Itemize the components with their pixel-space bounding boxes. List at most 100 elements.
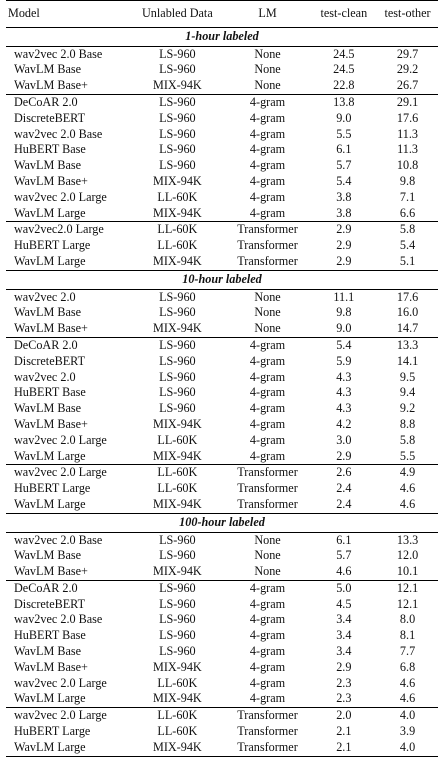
cell-model: WavLM Base bbox=[14, 548, 82, 563]
cell-clean: 2.1 bbox=[336, 739, 352, 754]
cell-data: LS-960 bbox=[159, 548, 196, 563]
cell-model: wav2vec 2.0 Base bbox=[14, 46, 103, 61]
cell-data: LL-60K bbox=[130, 464, 225, 482]
table-row: WavLM Large MIX-94K Transformer 2.4 4.6 bbox=[6, 497, 438, 513]
table-row: WavLM Large MIX-94K 4-gram 2.3 4.6 bbox=[6, 691, 438, 707]
cell-clean: 22.8 bbox=[333, 78, 355, 93]
cell-model: HuBERT Base bbox=[14, 385, 86, 400]
cell-clean: 6.1 bbox=[336, 142, 352, 157]
cell-data: LS-960 bbox=[130, 579, 225, 597]
cell-clean: 2.9 bbox=[336, 238, 352, 253]
table-row: wav2vec 2.0 Large LL-60K 4-gram 3.8 7.1 bbox=[6, 190, 438, 206]
cell-clean: 5.5 bbox=[336, 126, 352, 141]
cell-other: 6.8 bbox=[399, 659, 416, 674]
table-row: WavLM Base LS-960 4-gram 3.4 7.7 bbox=[6, 644, 438, 660]
cell-lm: 4-gram bbox=[249, 644, 286, 659]
cell-other: 7.7 bbox=[399, 644, 416, 659]
cell-lm: 4-gram bbox=[249, 126, 286, 141]
cell-lm: Transformer bbox=[224, 464, 311, 482]
cell-model: wav2vec 2.0 Large bbox=[14, 432, 107, 447]
cell-data: MIX-94K bbox=[152, 659, 202, 674]
cell-data: LL-60K bbox=[157, 189, 198, 204]
cell-clean: 9.8 bbox=[336, 305, 352, 320]
table-row: WavLM Large MIX-94K Transformer 2.9 5.1 bbox=[6, 254, 438, 270]
cell-lm: 4-gram bbox=[249, 659, 286, 674]
cell-lm: Transformer bbox=[237, 496, 298, 511]
cell-other: 4.0 bbox=[377, 707, 438, 725]
cell-other: 29.1 bbox=[377, 93, 438, 111]
cell-data: LS-960 bbox=[159, 532, 196, 547]
cell-lm: 4-gram bbox=[249, 353, 286, 368]
table-row: DiscreteBERT LS-960 4-gram 5.9 14.1 bbox=[6, 354, 438, 370]
cell-data: LL-60K bbox=[130, 221, 225, 239]
cell-lm: Transformer bbox=[237, 253, 298, 268]
cell-lm: 4-gram bbox=[224, 336, 311, 354]
table-row: wav2vec 2.0 Base LS-960 None 24.5 29.7 bbox=[6, 46, 438, 62]
section-title: 100-hour labeled bbox=[6, 512, 438, 533]
cell-lm: None bbox=[254, 62, 281, 77]
table-row: WavLM Base LS-960 None 9.8 16.0 bbox=[6, 305, 438, 321]
cell-clean: 2.0 bbox=[310, 707, 378, 725]
table-row: WavLM Base LS-960 4-gram 4.3 9.2 bbox=[6, 401, 438, 417]
cell-model: HuBERT Base bbox=[14, 142, 86, 157]
cell-clean: 2.4 bbox=[336, 481, 352, 496]
section-title: 1-hour labeled bbox=[6, 26, 438, 47]
cell-clean: 2.9 bbox=[336, 253, 352, 268]
cell-model: WavLM Base+ bbox=[14, 416, 88, 431]
cell-other: 5.8 bbox=[377, 221, 438, 239]
table-row: WavLM Base+ MIX-94K None 4.6 10.1 bbox=[6, 564, 438, 580]
cell-data: MIX-94K bbox=[152, 173, 202, 188]
cell-data: MIX-94K bbox=[152, 253, 202, 268]
cell-lm: 4-gram bbox=[249, 205, 286, 220]
table-row: WavLM Base+ MIX-94K 4-gram 2.9 6.8 bbox=[6, 660, 438, 676]
cell-model: WavLM Base bbox=[14, 401, 82, 416]
cell-model: DiscreteBERT bbox=[14, 110, 86, 125]
cell-other: 4.6 bbox=[399, 481, 416, 496]
cell-other: 8.1 bbox=[399, 628, 416, 643]
table-row: wav2vec 2.0 Base LS-960 4-gram 5.5 11.3 bbox=[6, 127, 438, 143]
table-row: HuBERT Base LS-960 4-gram 4.3 9.4 bbox=[6, 385, 438, 401]
cell-clean: 3.8 bbox=[336, 205, 352, 220]
cell-model: DeCoAR 2.0 bbox=[6, 579, 131, 597]
cell-data: LS-960 bbox=[159, 385, 196, 400]
cell-data: LS-960 bbox=[159, 126, 196, 141]
cell-other: 17.6 bbox=[396, 289, 419, 304]
cell-model: WavLM Large bbox=[14, 253, 86, 268]
col-lm-header: LM bbox=[258, 6, 277, 20]
cell-clean: 6.1 bbox=[336, 532, 352, 547]
cell-other: 29.2 bbox=[396, 62, 419, 77]
cell-model: HuBERT Large bbox=[14, 724, 91, 739]
cell-clean: 4.5 bbox=[336, 596, 352, 611]
cell-other: 9.2 bbox=[399, 401, 416, 416]
cell-other: 9.8 bbox=[399, 173, 416, 188]
cell-data: LS-960 bbox=[159, 62, 196, 77]
cell-other: 10.1 bbox=[396, 564, 419, 579]
cell-lm: 4-gram bbox=[249, 596, 286, 611]
table-row: WavLM Base LS-960 None 5.7 12.0 bbox=[6, 548, 438, 564]
cell-clean: 5.7 bbox=[336, 548, 352, 563]
table-row: wav2vec 2.0 Base LS-960 None 6.1 13.3 bbox=[6, 532, 438, 548]
cell-other: 3.9 bbox=[399, 724, 416, 739]
col-data-header: Unlabled Data bbox=[142, 6, 213, 20]
cell-other: 4.0 bbox=[399, 739, 416, 754]
table-row: wav2vec2.0 Large LL-60K Transformer 2.9 5.8 bbox=[6, 221, 438, 239]
cell-model: WavLM Base+ bbox=[14, 659, 88, 674]
cell-data: LS-960 bbox=[130, 336, 225, 354]
cell-data: MIX-94K bbox=[152, 739, 202, 754]
cell-data: LS-960 bbox=[159, 369, 196, 384]
cell-data: LS-960 bbox=[159, 628, 196, 643]
cell-lm: Transformer bbox=[237, 481, 298, 496]
col-other-header: test-other bbox=[384, 6, 431, 20]
cell-lm: 4-gram bbox=[249, 385, 286, 400]
cell-lm: 4-gram bbox=[249, 401, 286, 416]
cell-clean: 3.0 bbox=[336, 432, 352, 447]
table-row: HuBERT Large LL-60K Transformer 2.4 4.6 bbox=[6, 481, 438, 497]
cell-other: 13.3 bbox=[377, 336, 438, 354]
cell-lm: Transformer bbox=[237, 238, 298, 253]
col-clean-header: test-clean bbox=[320, 6, 368, 20]
cell-model: WavLM Base bbox=[14, 305, 82, 320]
cell-other: 12.1 bbox=[396, 596, 419, 611]
cell-other: 14.7 bbox=[396, 321, 419, 336]
cell-clean: 9.0 bbox=[336, 321, 352, 336]
table-row: HuBERT Large LL-60K Transformer 2.1 3.9 bbox=[6, 724, 438, 740]
